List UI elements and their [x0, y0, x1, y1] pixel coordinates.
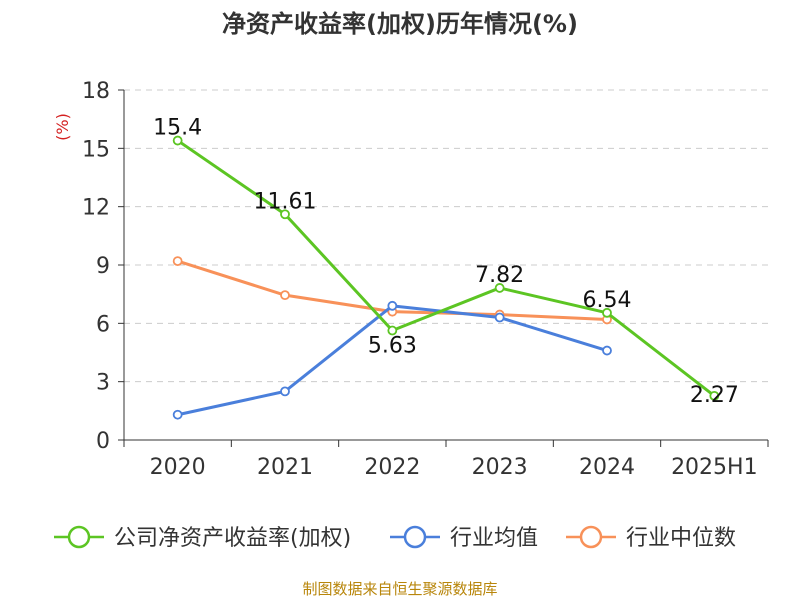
y-tick-label: 3 — [96, 371, 110, 396]
data-point — [172, 256, 183, 267]
data-point — [280, 386, 290, 397]
data-label: 5.63 — [368, 334, 417, 359]
series-line-0 — [176, 139, 716, 398]
data-label: 15.4 — [153, 116, 202, 141]
x-tick-label: 2021 — [257, 455, 313, 480]
grid-lines — [124, 89, 768, 383]
data-point — [494, 283, 505, 293]
data-point — [172, 409, 183, 420]
data-label: 11.61 — [254, 189, 317, 214]
data-point — [280, 209, 290, 220]
y-axis-label: (%) — [53, 113, 72, 141]
legend-marker — [67, 525, 91, 549]
y-tick-label: 9 — [96, 254, 110, 279]
data-point — [387, 300, 398, 311]
x-tick-label: 2023 — [472, 455, 528, 480]
data-labels: 15.4 11.61 5.63 7.82 6.54 2.27 — [153, 116, 739, 408]
data-label: 2.27 — [690, 383, 739, 408]
x-tick-label: 2022 — [364, 455, 420, 480]
data-point — [387, 325, 398, 336]
legend-label: 行业中位数 — [626, 526, 736, 551]
legend-label: 行业均值 — [450, 526, 538, 551]
data-point — [709, 390, 720, 401]
data-point — [494, 312, 505, 323]
axes: 0 3 6 9 12 15 18 (%) 2020 2021 2022 2023 2024 2025H1 — [53, 79, 769, 480]
x-tick-label: 2024 — [579, 455, 635, 480]
data-label: 6.54 — [583, 288, 632, 313]
legend-marker — [403, 525, 427, 549]
source-note: 制图数据来自恒生聚源数据库 — [302, 580, 498, 598]
data-point — [280, 290, 290, 301]
chart-title: 净资产收益率(加权)历年情况(%) — [222, 10, 578, 38]
series-line-1 — [177, 304, 608, 417]
y-tick-label: 12 — [82, 196, 110, 221]
y-tick-label: 18 — [82, 79, 110, 104]
data-point — [602, 307, 612, 318]
y-tick-label: 0 — [96, 429, 110, 454]
data-label: 7.82 — [475, 263, 524, 288]
legend-label: 公司净资产收益率(加权) — [114, 526, 351, 551]
data-point — [602, 345, 612, 356]
x-tick-label: 2020 — [150, 455, 206, 480]
legend-marker — [579, 525, 603, 549]
data-point — [172, 135, 183, 146]
legend: 公司净资产收益率(加权) 行业均值 行业中位数 — [54, 525, 736, 551]
y-tick-label: 6 — [96, 312, 110, 337]
series-lines — [172, 135, 720, 420]
y-tick-label: 15 — [82, 137, 110, 162]
x-tick-label: 2025H1 — [671, 455, 758, 480]
